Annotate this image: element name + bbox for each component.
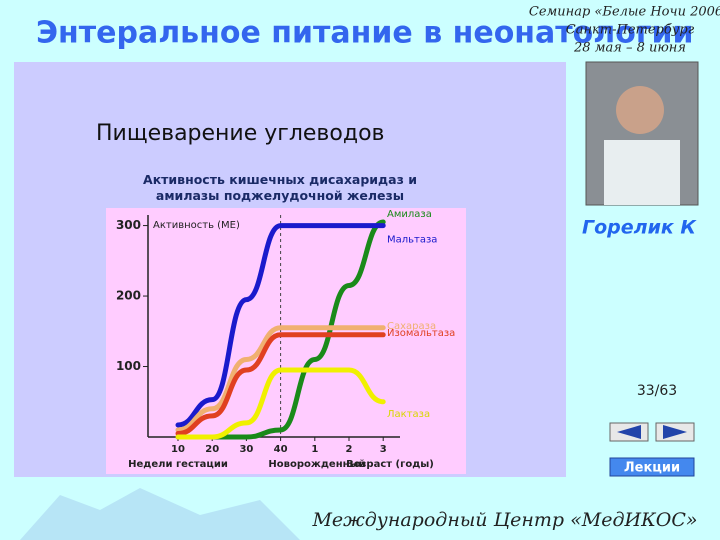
series-line [175,325,386,433]
nav-prev[interactable] [609,422,649,442]
x-tick-label: 40 [274,444,288,455]
heading: Пищеварение углеводов [96,121,385,146]
y-axis-label: Активность (МЕ) [153,220,240,231]
series-line [175,332,386,436]
x-tick-label: 10 [171,444,185,455]
speaker: Горелик К [582,217,697,239]
x-axis-label: Недели гестации [128,459,228,470]
x-axis-label: Новорожденный [268,459,365,470]
y-tick-label: 300 [116,218,141,232]
photo-face [616,86,664,134]
legend-label: Изомальтаза [387,328,455,339]
x-tick-label: 1 [311,444,318,455]
x-tick-label: 3 [380,444,387,455]
y-tick-label: 200 [116,289,141,303]
chart-title: Активность кишечных дисахаридаз и амилаз… [143,172,417,203]
seminar-line: 28 мая – 8 июня [573,41,686,56]
slide-title: Энтеральное питание в неонатологии [36,16,694,51]
nav-next[interactable] [655,422,695,442]
seminar: Семинар «Белые Ночи 2006» Санкт-Петербур… [529,5,720,56]
x-axis-label: Возраст (годы) [346,459,434,470]
y-tick-label: 100 [116,359,141,373]
arrow-right [663,425,687,439]
series-line [175,223,386,428]
legend-label: Лактаза [387,409,430,420]
legend-label: Сахараза [387,321,436,332]
x-tick-label: 2 [346,444,353,455]
chart-title-box: Активность кишечных дисахаридаз и амилаз… [143,172,417,203]
x-tick-label: 20 [205,444,219,455]
footer: Международный Центр «МедИКОС» [311,509,697,531]
lectures-button[interactable] [609,457,695,477]
chart-panel [106,208,466,474]
seminar-line: Семинар «Белые Ночи 2006» [529,5,720,20]
seminar-line: Санкт-Петербург [566,23,695,38]
plot: 100 200 300 10 20 30 40 1 2 3 Недели гестации Новор… [116,209,455,470]
arrow-left [617,425,641,439]
legend-label: Амилаза [387,209,432,220]
photo-coat [604,140,680,205]
x-tick-label: 30 [239,444,253,455]
lectures-label[interactable]: Лекции [624,461,680,476]
bridge-decor [20,488,300,540]
page-number: 33/63 [637,383,677,399]
legend-label: Мальтаза [387,235,437,246]
series-line [175,367,386,440]
